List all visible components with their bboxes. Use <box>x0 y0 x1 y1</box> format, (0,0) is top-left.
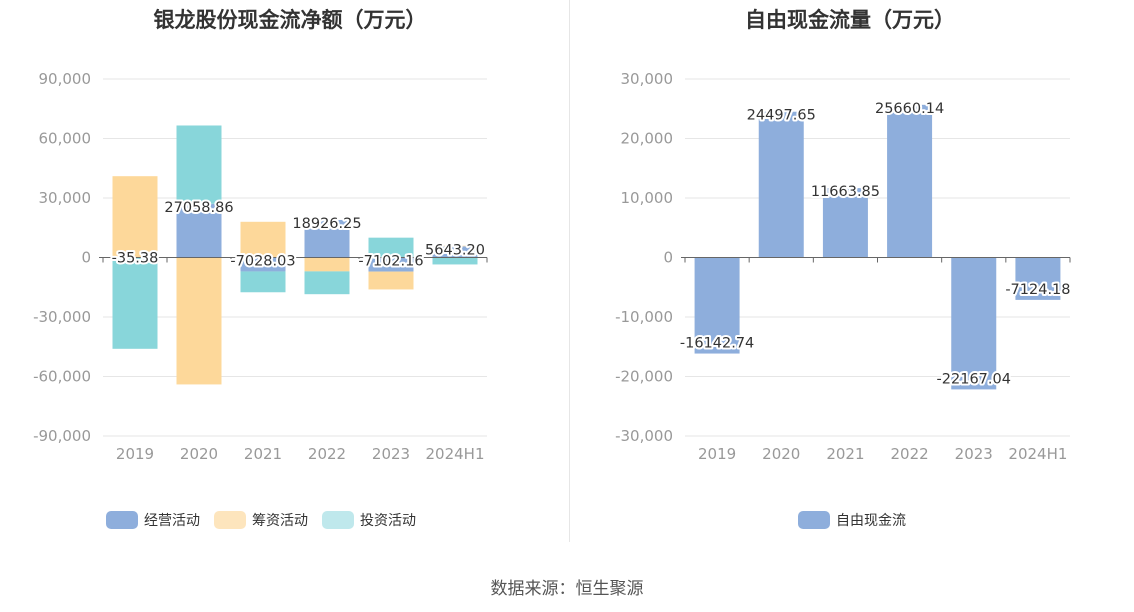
legend-label: 自由现金流 <box>836 513 906 529</box>
y-tick-label: 0 <box>663 249 673 267</box>
data-label: 18926.25 <box>292 216 361 232</box>
x-tick-label: 2023 <box>372 445 410 463</box>
data-label: 5643.20 <box>425 242 485 258</box>
y-tick-label: -30,000 <box>33 308 91 326</box>
x-tick-label: 2022 <box>890 445 928 463</box>
bar-经营活动-2024H1 <box>432 246 478 258</box>
right-chart-title: 自由现金流量（万元） <box>745 8 955 32</box>
legend-item[interactable]: 投资活动 <box>322 510 416 530</box>
bar-自由现金流-2022 <box>887 104 933 258</box>
y-tick-label: 30,000 <box>621 70 674 88</box>
y-tick-label: -60,000 <box>33 368 91 386</box>
bar-自由现金流-2019 <box>694 257 740 354</box>
left-legend: 经营活动 筹资活动 投资活动 <box>106 510 416 530</box>
bar-筹资活动-2019 <box>112 176 158 258</box>
data-label: -16142.74 <box>680 336 754 352</box>
bar-投资活动-2024H1 <box>432 257 478 265</box>
legend-label: 投资活动 <box>360 513 416 529</box>
data-label: 25660.14 <box>875 101 944 117</box>
data-label: -22167.04 <box>937 371 1011 387</box>
legend-item[interactable]: 经营活动 <box>106 510 200 530</box>
bar-投资活动-2020 <box>176 125 222 204</box>
y-tick-label: 60,000 <box>39 130 92 148</box>
y-tick-label: 20,000 <box>621 130 674 148</box>
bar-经营活动-2021 <box>240 257 286 272</box>
bar-自由现金流-2020 <box>758 111 804 258</box>
legend-swatch <box>106 511 138 529</box>
bar-自由现金流-2023 <box>951 257 997 390</box>
x-tick-label: 2024H1 <box>1008 445 1067 463</box>
left-chart-title: 银龙股份现金流净额（万元） <box>153 8 427 32</box>
y-tick-label: -30,000 <box>615 427 673 445</box>
y-tick-label: 30,000 <box>39 189 92 207</box>
bar-投资活动-2019 <box>112 257 158 349</box>
bar-投资活动-2022 <box>304 271 350 295</box>
legend-item[interactable]: 自由现金流 <box>798 510 906 530</box>
right-legend: 自由现金流 <box>798 510 906 530</box>
chart-divider <box>569 0 570 542</box>
cash-flow-net-chart: 90,000 60,000 30,000 0 -30,000 -60,000 -90,000… <box>33 70 488 463</box>
y-tick-label: 10,000 <box>621 189 674 207</box>
data-label: 27058.86 <box>164 200 233 216</box>
bar-投资活动-2023 <box>368 237 414 258</box>
legend-label: 经营活动 <box>144 513 200 529</box>
x-tick-label: 2023 <box>955 445 993 463</box>
data-label: -7028.03 <box>230 253 295 269</box>
x-tick-label: 2022 <box>308 445 346 463</box>
data-label: 24497.65 <box>747 108 816 124</box>
x-tick-label: 2019 <box>116 445 154 463</box>
legend-item[interactable]: 筹资活动 <box>214 510 308 530</box>
x-tick-label: 2019 <box>698 445 736 463</box>
data-label: -7102.16 <box>358 254 423 270</box>
y-tick-label: 90,000 <box>39 70 92 88</box>
bar-投资活动-2021 <box>240 271 286 293</box>
bar-筹资活动-2021 <box>240 221 286 258</box>
legend-label: 筹资活动 <box>252 513 308 529</box>
y-tick-label: -20,000 <box>615 368 673 386</box>
bar-经营活动-2023 <box>368 257 414 272</box>
bar-经营活动-2020 <box>176 203 222 258</box>
legend-swatch <box>798 511 830 529</box>
data-label: 11663.85 <box>811 184 880 200</box>
bar-自由现金流-2024H1 <box>1015 257 1061 300</box>
data-label: -35.38 <box>112 251 159 267</box>
bar-筹资活动-2024H1 <box>432 245 478 247</box>
x-tick-label: 2020 <box>762 445 800 463</box>
bar-筹资活动-2022 <box>304 257 350 272</box>
x-tick-label: 2021 <box>244 445 282 463</box>
legend-swatch <box>322 511 354 529</box>
bar-筹资活动-2023 <box>368 271 414 290</box>
y-tick-label: 0 <box>81 249 91 267</box>
bar-自由现金流-2021 <box>822 188 868 258</box>
legend-swatch <box>214 511 246 529</box>
y-tick-label: -90,000 <box>33 427 91 445</box>
x-tick-label: 2021 <box>826 445 864 463</box>
data-label: -7124.18 <box>1005 282 1070 298</box>
free-cash-flow-chart: 30,000 20,000 10,000 0 -10,000 -20,000 -30,000… <box>615 70 1072 463</box>
x-tick-label: 2020 <box>180 445 218 463</box>
x-tick-label: 2024H1 <box>426 445 485 463</box>
bar-筹资活动-2020 <box>176 257 222 385</box>
bar-经营活动-2022 <box>304 219 350 258</box>
data-source-note: 数据来源：恒生聚源 <box>490 579 644 599</box>
y-tick-label: -10,000 <box>615 308 673 326</box>
